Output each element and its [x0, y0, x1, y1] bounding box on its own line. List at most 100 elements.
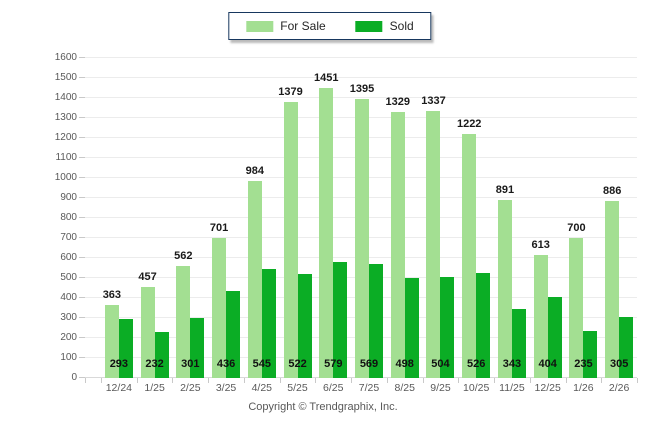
y-tick-label: 400	[60, 292, 77, 303]
sold-value-label: 235	[574, 358, 593, 370]
y-axis-tick	[79, 277, 85, 278]
x-axis-tick	[279, 378, 281, 383]
sold-value-label: 522	[288, 358, 307, 370]
y-tick-label: 1200	[54, 132, 77, 143]
y-axis-tick	[79, 297, 85, 298]
sold-bar	[583, 331, 598, 378]
y-tick-label: 1000	[54, 172, 77, 183]
x-tick-label: 10/25	[463, 382, 490, 394]
y-axis-tick	[79, 157, 85, 158]
sold-bar	[511, 309, 526, 378]
for-sale-value-label: 1337	[421, 94, 446, 107]
for-sale-value-label: 457	[138, 270, 157, 283]
x-axis-tick	[208, 378, 210, 383]
sold-value-label: 404	[538, 358, 557, 370]
sold-value-label: 232	[145, 358, 164, 370]
for-sale-bar	[283, 102, 298, 378]
x-axis-tick	[601, 378, 603, 383]
for-sale-value-label: 700	[567, 222, 586, 234]
for-sale-value-label: 1395	[349, 83, 375, 95]
sold-bar	[404, 278, 419, 378]
sold-bar	[226, 290, 241, 378]
for-sale-value-label: 1329	[385, 96, 410, 109]
bar-group-12/24: 363 293 12/24	[101, 58, 137, 394]
y-axis-tick	[79, 337, 85, 338]
sold-value-label: 526	[467, 358, 486, 370]
for-sale-bar	[569, 238, 584, 378]
bar-group-9/25: 1337 504 9/25	[421, 58, 459, 394]
bar-group-12/25: 613 404 12/25	[530, 58, 566, 394]
for-sale-bar	[104, 305, 119, 378]
bar-group-6/25: 1451 579 6/25	[314, 58, 351, 394]
y-axis-tick	[79, 57, 85, 58]
for-sale-value-label: 886	[602, 184, 622, 197]
x-axis-tick	[136, 378, 138, 383]
legend-item-for-sale: For Sale	[246, 20, 326, 32]
sold-bar	[619, 317, 634, 378]
y-tick-label: 700	[60, 232, 77, 243]
x-tick-label: 3/25	[215, 382, 237, 394]
bar-group-2/26: 886 305 2/26	[601, 58, 637, 394]
y-tick-label: 600	[60, 252, 77, 263]
bar-group-1/25: 457 232 1/25	[137, 58, 173, 394]
y-tick-label: 300	[60, 312, 77, 323]
sold-bar	[368, 264, 383, 378]
for-sale-bar	[212, 237, 227, 378]
x-tick-label: 2/25	[180, 382, 201, 394]
for-sale-bar	[533, 255, 548, 378]
for-sale-value-label: 613	[531, 239, 550, 252]
x-tick-label: 4/25	[251, 382, 272, 394]
x-tick-label: 12/25	[534, 382, 561, 394]
y-axis-tick	[79, 137, 85, 138]
for-sale-value-label: 1379	[278, 86, 303, 99]
for-sale-value-label: 562	[174, 249, 193, 262]
y-tick-label: 0	[71, 372, 77, 383]
sold-bar	[440, 277, 455, 378]
y-axis-tick	[79, 237, 85, 238]
for-sale-bar	[462, 133, 477, 378]
y-axis-tick	[79, 117, 85, 118]
for-sale-bar	[176, 265, 191, 378]
bar-group-7/25: 1395 569 7/25	[350, 58, 387, 394]
sold-value-label: 305	[609, 358, 629, 370]
legend-label-sold: Sold	[389, 19, 414, 33]
x-tick-label: 1/26	[573, 382, 594, 394]
x-axis-tick	[351, 378, 353, 383]
for-sale-value-label: 1222	[456, 117, 482, 130]
bar-group-5/25: 1379 522 5/25	[278, 58, 316, 394]
y-axis-tick	[79, 217, 85, 218]
y-tick-label: 1300	[54, 112, 77, 123]
x-axis-tick	[85, 378, 86, 383]
x-tick-label: 2/26	[608, 382, 630, 394]
x-tick-label: 1/25	[144, 382, 165, 394]
y-tick-label: 1500	[54, 72, 77, 83]
legend: For Sale Sold	[228, 12, 432, 40]
x-tick-label: 11/25	[499, 382, 525, 394]
y-tick-label: 800	[60, 212, 77, 223]
y-axis-tick	[79, 77, 85, 78]
sold-bar	[333, 262, 348, 378]
gridline-1500	[85, 77, 637, 78]
x-axis-tick	[243, 378, 245, 383]
x-tick-label: 8/25	[394, 382, 415, 394]
y-tick-label: 200	[60, 332, 77, 343]
sold-value-label: 545	[252, 358, 271, 370]
x-tick-label: 5/25	[287, 382, 308, 394]
sold-bar	[118, 319, 133, 378]
for-sale-bar	[605, 200, 620, 378]
for-sale-value-label: 891	[495, 183, 515, 196]
for-sale-swatch-icon	[246, 20, 274, 32]
x-tick-label: 6/25	[323, 382, 344, 394]
for-sale-bar	[140, 286, 155, 378]
for-sale-value-label: 984	[245, 165, 264, 178]
sold-bar	[297, 273, 312, 378]
x-axis-tick	[422, 378, 424, 383]
bar-group-2/25: 562 301 2/25	[172, 58, 208, 394]
legend-item-sold: Sold	[355, 19, 414, 33]
y-axis-tick	[79, 377, 85, 378]
sold-bar	[476, 272, 491, 378]
plot-area: 0 100 200 300 400 500 600 700 800 900 1000 1100 1200…	[55, 52, 638, 394]
for-sale-bar	[497, 199, 512, 378]
x-axis-tick	[529, 378, 531, 383]
